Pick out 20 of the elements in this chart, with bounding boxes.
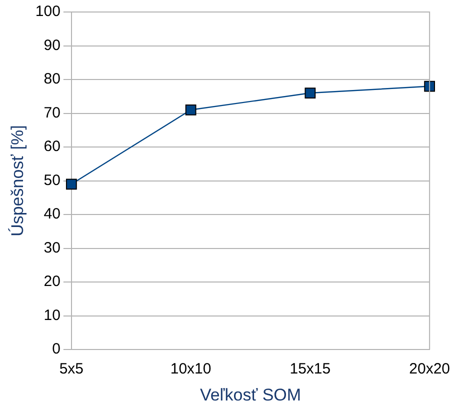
- x-axis-title: Veľkosť SOM: [200, 385, 302, 404]
- point: [66, 178, 77, 190]
- y-tick-label: 50: [44, 172, 60, 189]
- y-tick-label: 80: [44, 70, 60, 88]
- point: [185, 104, 196, 116]
- y-tick-label: 0: [52, 340, 60, 358]
- y-tick-label: 60: [44, 138, 60, 156]
- y-axis-title: Úspešnosť [%]: [8, 125, 27, 236]
- y-tick-label: 70: [44, 104, 60, 122]
- y-tick-label: 90: [44, 36, 60, 54]
- y-tick-label: 40: [44, 206, 60, 223]
- x-tick-label: 10x10: [170, 360, 212, 378]
- x-tick-label: 20x20: [409, 360, 450, 378]
- x-tick-label: 15x15: [290, 360, 331, 378]
- y-tick-label: 30: [44, 239, 60, 256]
- y-tick-label: 100: [35, 3, 60, 20]
- point: [304, 88, 316, 98]
- y-tick-label: 10: [44, 306, 60, 324]
- x-tick-label: 5x5: [59, 360, 84, 378]
- y-tick-label: 20: [44, 273, 60, 290]
